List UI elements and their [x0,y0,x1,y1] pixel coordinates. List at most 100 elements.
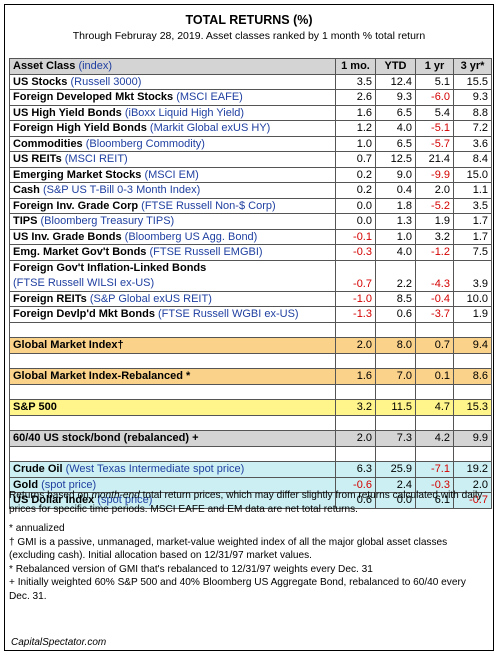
asset-name: US Stocks (Russell 3000) [9,73,336,90]
value-ytd: 1.8 [375,197,416,214]
note-returns: Returns based on month-end total return … [9,490,483,515]
value-m1: -0.1 [335,228,376,245]
asset-name: Emg. Market Gov't Bonds (FTSE Russell EM… [9,244,336,261]
value-ytd: 0.6 [375,306,416,323]
value-y1: 4.7 [415,399,454,416]
value-ytd: 4.0 [375,120,416,137]
value-y3: 1.1 [453,182,492,199]
table-row: 60/40 US stock/bond (rebalanced) +2.0 7.3… [9,430,492,447]
value-m1: 0.2 [335,166,376,183]
value-y3: 19.2 [453,461,492,478]
value-m1: 1.6 [335,368,376,385]
value-m1: -0.3 [335,244,376,261]
asset-name: US High Yield Bonds (iBoxx Liquid High Y… [9,104,336,121]
asset-name: Foreign Inv. Grade Corp (FTSE Russell No… [9,197,336,214]
returns-table: Asset Class (index) 1 mo. YTD 1 yr 3 yr*… [9,58,492,509]
value-ytd: 7.0 [375,368,416,385]
value-y3: 3.6 [453,135,492,152]
index-name: (Bloomberg Treasury TIPS) [40,215,175,228]
value-ytd: 1.3 [375,213,416,230]
table-header-row: Asset Class (index) 1 mo. YTD 1 yr 3 yr* [9,58,492,75]
index-name: (FTSE Russell WGBI ex-US) [158,308,299,321]
value-y1: 1.9 [415,213,454,230]
table-row: Foreign High Yield Bonds (Markit Global … [9,120,492,137]
asset-name: Foreign Devlp'd Mkt Bonds (FTSE Russell … [9,306,336,323]
value-y1: -0.4 [415,290,454,307]
value-ytd: 9.0 [375,166,416,183]
value-y1: 0.7 [415,337,454,354]
value-y1: -5.7 [415,135,454,152]
asset-name: TIPS (Bloomberg Treasury TIPS) [9,213,336,230]
value-y1: 21.4 [415,151,454,168]
value-ytd: 2.2 [375,259,416,292]
value-m1: 0.6 [335,492,376,509]
table-row: Foreign Developed Mkt Stocks (MSCI EAFE)… [9,89,492,106]
value-y1: 6.1 [415,492,454,509]
table-row: Gold (spot price) -0.6 2.4 -0.3 2.0 [9,476,492,493]
value-ytd: 12.4 [375,73,416,90]
table-row: US REITs (MSCI REIT) 0.7 12.5 21.4 8.4 [9,151,492,168]
value-y1: -5.1 [415,120,454,137]
value-ytd: 9.3 [375,89,416,106]
value-ytd: 0.0 [375,492,416,509]
value-y1: 3.2 [415,228,454,245]
asset-name: Gold (spot price) [9,476,336,493]
value-y3: 8.8 [453,104,492,121]
value-m1: 0.2 [335,182,376,199]
value-y1: -6.0 [415,89,454,106]
table-row: Commodities (Bloomberg Commodity) 1.0 6.5-… [9,135,492,152]
table-row: Crude Oil (West Texas Intermediate spot … [9,461,492,478]
table-row: S&P 500 3.2 11.5 4.7 15.3 [9,399,492,416]
returns-table-card: TOTAL RETURNS (%) Through Februray 28, 2… [4,4,494,651]
value-ytd: 12.5 [375,151,416,168]
value-y1: -1.2 [415,244,454,261]
asset-name: Foreign High Yield Bonds (Markit Global … [9,120,336,137]
value-m1: 3.5 [335,73,376,90]
index-name: (MSCI EAFE) [176,91,243,104]
value-ytd: 25.9 [375,461,416,478]
value-m1: -1.0 [335,290,376,307]
asset-name: Global Market Index† [9,337,336,354]
value-y3: 15.0 [453,166,492,183]
table-row: Foreign Inv. Grade Corp (FTSE Russell No… [9,197,492,214]
value-y3: 15.5 [453,73,492,90]
asset-name: US Inv. Grade Bonds (Bloomberg US Agg. B… [9,228,336,245]
value-m1: -1.3 [335,306,376,323]
value-y1: 2.0 [415,182,454,199]
index-name: (FTSE Russell Non-$ Corp) [141,199,276,212]
index-name: (spot price) [41,478,97,491]
value-m1: 3.2 [335,399,376,416]
value-ytd: 0.4 [375,182,416,199]
table-row: Emerging Market Stocks (MSCI EM) 0.2 9.0 -9… [9,166,492,183]
value-m1: 2.0 [335,337,376,354]
value-y1: 4.2 [415,430,454,447]
table-row: Foreign Devlp'd Mkt Bonds (FTSE Russell … [9,306,492,323]
value-m1: 0.0 [335,197,376,214]
table-row: US Inv. Grade Bonds (Bloomberg US Agg. B… [9,228,492,245]
value-m1: 2.0 [335,430,376,447]
page-subtitle: Through Februray 28, 2019. Asset classes… [72,30,426,42]
asset-name: 60/40 US stock/bond (rebalanced) + [9,430,336,447]
footer-source: CapitalSpectator.com [11,637,107,648]
value-y3: 7.5 [453,244,492,261]
value-ytd: 4.0 [375,244,416,261]
table-row: Cash (S&P US T-Bill 0-3 Month Index) 0.2 0… [9,182,492,199]
asset-name: US REITs (MSCI REIT) [9,151,336,168]
value-y3: 7.2 [453,120,492,137]
header-1mo: 1 mo. [335,58,376,75]
value-y1: -5.2 [415,197,454,214]
index-name: (S&P Global exUS REIT) [89,292,212,305]
value-y3: -0.7 [453,492,492,509]
section-gap [9,445,492,462]
header-asset-class: Asset Class (index) [9,58,336,75]
value-y3: 3.9 [453,259,492,292]
section-gap [9,321,492,338]
value-ytd: 1.0 [375,228,416,245]
header-3yr: 3 yr* [453,58,492,75]
table-row: US High Yield Bonds (iBoxx Liquid High Y… [9,104,492,121]
value-y3: 1.7 [453,228,492,245]
header-ytd: YTD [375,58,416,75]
value-y3: 15.3 [453,399,492,416]
index-name: (MSCI EM) [144,168,199,181]
value-y1: 0.1 [415,368,454,385]
